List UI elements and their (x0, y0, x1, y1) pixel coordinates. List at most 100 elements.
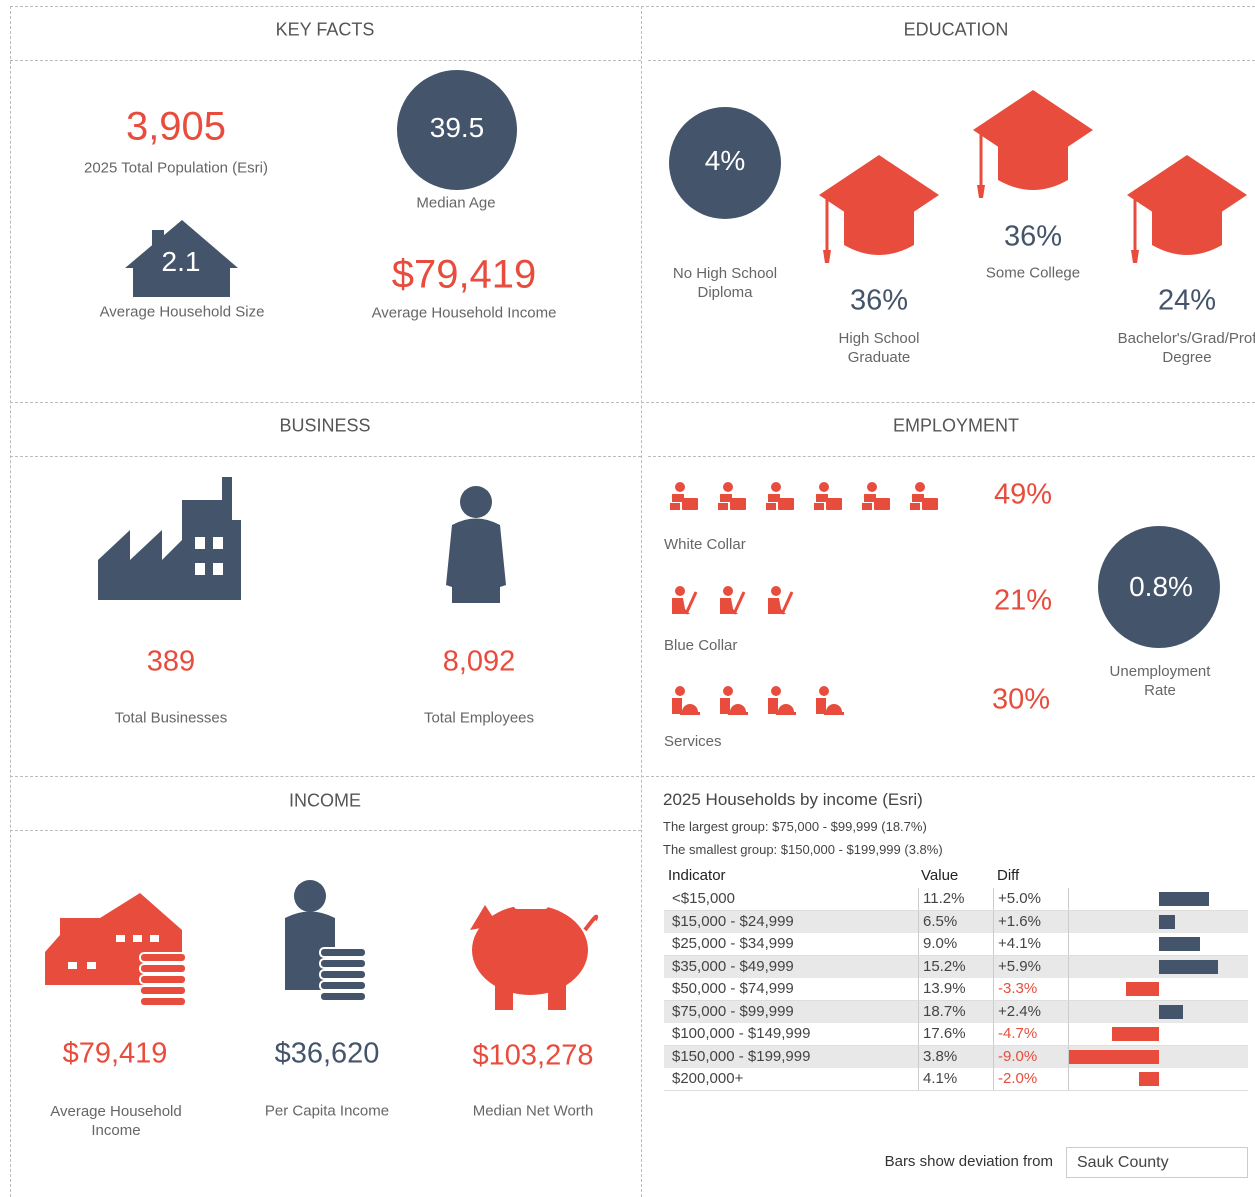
bar-cell (1068, 1068, 1248, 1090)
diff: +5.0% (993, 888, 1068, 910)
label: Total Employees (423, 709, 535, 727)
table-title: 2025 Households by income (Esri) (663, 790, 923, 809)
income-value: $103,278 (472, 1039, 594, 1072)
bar-cell (1068, 933, 1248, 955)
table-row: $100,000 - $149,999 17.6% -4.7% (664, 1023, 1248, 1046)
section-title: BUSINESS (279, 415, 371, 436)
compare-select[interactable]: Sauk County (1066, 1147, 1248, 1178)
capita-icon (285, 880, 367, 1002)
value: 6.5% (918, 910, 993, 933)
indicator: $200,000+ (672, 1070, 744, 1087)
diff: -3.3% (993, 978, 1068, 1000)
diff: +4.1% (993, 933, 1068, 955)
table-row: $150,000 - $199,999 3.8% -9.0% (664, 1045, 1248, 1069)
diff-bar (1159, 1004, 1183, 1019)
value: 4.1% (918, 1068, 993, 1090)
label: Per Capita Income (264, 1102, 390, 1120)
section-title: EMPLOYMENT (892, 415, 1020, 436)
label: Average Household Income (371, 304, 557, 322)
diff: -4.7% (993, 1023, 1068, 1045)
divider (10, 402, 1255, 403)
label: Total Businesses (114, 709, 228, 727)
unemployment: 0.8% (1129, 571, 1193, 602)
edu-value: 36% (1003, 220, 1063, 253)
subtitle: The largest group: $75,000 - $99,999 (18… (663, 819, 927, 834)
cap-icon (1125, 153, 1249, 265)
bar-cell (1068, 1000, 1248, 1023)
diff: +5.9% (993, 955, 1068, 978)
cap-icon (817, 153, 941, 265)
value: 13.9% (918, 978, 993, 1000)
divider (10, 6, 11, 1197)
indicator: $50,000 - $74,999 (672, 980, 794, 997)
diff: -9.0% (993, 1045, 1068, 1068)
table-row: $15,000 - $24,999 6.5% +1.6% (664, 910, 1248, 934)
divider (648, 456, 1255, 457)
indicator: $35,000 - $49,999 (672, 957, 794, 975)
value: 11.2% (918, 888, 993, 910)
factory-icon (98, 477, 241, 600)
table-row: <$15,000 11.2% +5.0% (664, 888, 1248, 911)
table-row: $75,000 - $99,999 18.7% +2.4% (664, 1000, 1248, 1024)
column-header: Indicator (668, 867, 726, 884)
label: Services (664, 733, 722, 750)
label: Blue Collar (664, 637, 738, 654)
divider (641, 6, 642, 1197)
white-collar: 49% (993, 478, 1053, 511)
section-title: EDUCATION (903, 19, 1009, 40)
edu-value: 36% (849, 284, 909, 317)
household-income: $79,419 (391, 252, 537, 297)
diff-bar (1159, 937, 1200, 951)
diff-bar (1159, 914, 1175, 929)
house-icon (125, 220, 238, 297)
diff: -2.0% (993, 1068, 1068, 1090)
label: Average Household Income (50, 1103, 182, 1139)
blue-collar: 21% (993, 584, 1053, 617)
household-size: 2.1 (161, 246, 201, 277)
footer: Bars show deviation from (884, 1153, 1053, 1170)
diff-bar (1112, 1027, 1159, 1041)
value: 15.2% (918, 955, 993, 978)
divider (10, 776, 1255, 777)
value: 3.8% (918, 1045, 993, 1068)
divider (10, 60, 641, 61)
label: Median Net Worth (472, 1102, 594, 1120)
column-header: Value (921, 867, 959, 884)
diff-bar (1159, 892, 1209, 906)
bar-cell (1068, 955, 1248, 978)
value: 17.6% (918, 1023, 993, 1045)
divider (10, 830, 641, 831)
cap-icon (971, 88, 1095, 200)
employment-icons (670, 482, 938, 715)
bar-cell (1068, 1023, 1248, 1045)
diff: +2.4% (993, 1000, 1068, 1023)
edu-value: 24% (1157, 284, 1217, 317)
label: Average Household Size (99, 303, 265, 321)
label: No High School Diploma (672, 265, 778, 301)
diff: +1.6% (993, 910, 1068, 933)
income-value: $79,419 (62, 1037, 168, 1070)
unemployment-circle (1098, 526, 1220, 648)
divider (10, 456, 641, 457)
label: Bachelor's/Grad/Prof Degree (1117, 330, 1255, 366)
income-value: $36,620 (274, 1037, 380, 1070)
section-title: INCOME (289, 790, 361, 811)
table-row: $200,000+ 4.1% -2.0% (664, 1068, 1248, 1091)
edu-value: 4% (704, 145, 746, 176)
diff-bar (1159, 959, 1218, 974)
indicator: $100,000 - $149,999 (672, 1025, 811, 1042)
bar-cell (1068, 978, 1248, 1000)
divider (648, 60, 1255, 61)
income-house-icon (45, 893, 187, 1007)
services: 30% (991, 683, 1051, 716)
edu-circle (669, 107, 781, 219)
label: High School Graduate (838, 330, 920, 366)
person-icon (446, 486, 506, 603)
indicator: $15,000 - $24,999 (672, 912, 794, 930)
indicator: $25,000 - $34,999 (672, 935, 794, 952)
indicator: <$15,000 (672, 890, 735, 907)
label: White Collar (664, 536, 746, 553)
column-header: Diff (997, 867, 1020, 884)
diff-bar (1126, 982, 1159, 996)
